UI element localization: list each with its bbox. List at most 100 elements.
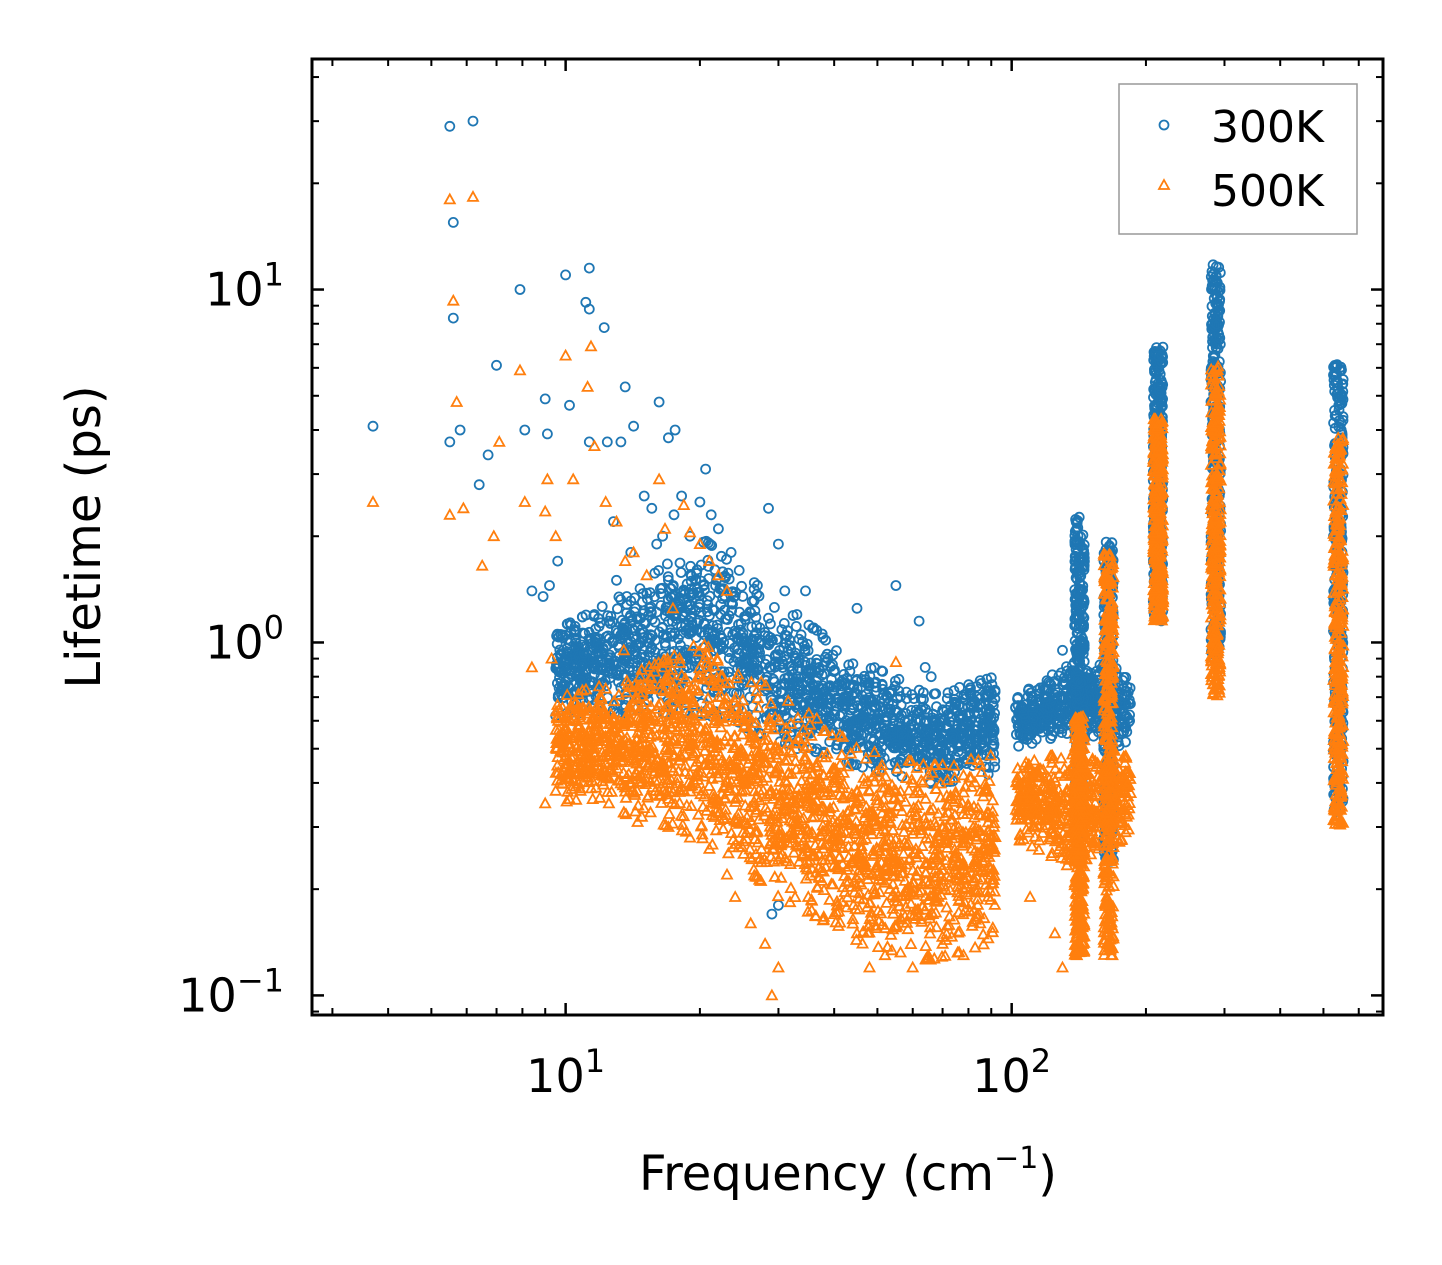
point-300K (734, 606, 745, 618)
point-300K (1023, 683, 1035, 695)
point-300K (681, 578, 693, 590)
point-300K (935, 734, 947, 745)
point-300K (634, 583, 646, 594)
point-300K (698, 617, 710, 629)
point-300K (1076, 551, 1088, 563)
point-500K (716, 822, 730, 834)
point-300K (1078, 621, 1089, 633)
point-300K (1120, 672, 1132, 683)
point-500K (914, 883, 929, 896)
point-300K (898, 732, 909, 743)
point-300K (1018, 709, 1030, 720)
point-300K (625, 595, 637, 607)
point-500K (901, 922, 915, 935)
point-500K (607, 694, 621, 707)
point-300K (784, 640, 796, 651)
point-300K (694, 496, 706, 508)
point-300K (1332, 377, 1344, 389)
point-300K (765, 632, 776, 643)
point-500K (1088, 754, 1102, 767)
point-500K (1032, 833, 1046, 846)
point-300K (709, 605, 720, 616)
point-300K (655, 600, 667, 611)
point-300K (884, 686, 896, 698)
point-300K (558, 662, 570, 674)
point-300K (577, 611, 588, 623)
point-300K (867, 716, 879, 728)
point-300K (910, 715, 921, 726)
point-300K (1049, 683, 1061, 695)
point-300K (628, 420, 639, 432)
point-500K (665, 720, 679, 732)
point-300K (809, 665, 821, 676)
point-300K (1039, 692, 1051, 703)
point-300K (1207, 259, 1219, 271)
point-300K (843, 659, 855, 671)
point-500K (676, 818, 690, 830)
point-300K (649, 616, 661, 628)
point-300K (777, 662, 789, 673)
point-500K (950, 879, 965, 892)
point-300K (725, 547, 737, 558)
point-500K (751, 835, 765, 848)
point-300K (571, 660, 583, 671)
point-300K (972, 702, 984, 713)
point-300K (663, 432, 674, 444)
point-300K (733, 565, 745, 576)
point-300K (829, 709, 841, 721)
point-300K (724, 638, 735, 649)
point-500K (893, 945, 908, 958)
point-300K (736, 580, 747, 592)
point-300K (800, 585, 811, 597)
point-500K (890, 761, 904, 774)
point-300K (765, 692, 777, 704)
point-300K (596, 601, 608, 612)
point-300K (867, 695, 878, 707)
point-300K (574, 675, 586, 687)
point-300K (700, 463, 711, 475)
point-300K (753, 590, 765, 602)
point-300K (765, 664, 777, 675)
point-300K (902, 741, 913, 753)
point-300K (666, 630, 678, 642)
point-300K (1334, 398, 1346, 410)
point-300K (901, 686, 912, 698)
point-300K (707, 626, 719, 637)
point-500K (984, 748, 998, 761)
point-300K (1072, 674, 1083, 685)
point-300K (985, 687, 997, 699)
point-300K (595, 671, 607, 683)
point-300K (1076, 638, 1088, 649)
point-300K (942, 687, 954, 699)
point-300K (825, 693, 836, 704)
point-300K (551, 638, 563, 650)
point-300K (1041, 715, 1053, 727)
point-300K (957, 722, 968, 734)
point-500K (730, 671, 744, 684)
point-300K (635, 627, 646, 639)
point-300K (920, 715, 932, 726)
point-300K (1071, 535, 1083, 547)
point-300K (1332, 392, 1343, 403)
point-300K (1071, 699, 1083, 710)
point-300K (772, 649, 784, 660)
point-300K (851, 759, 862, 771)
point-300K (763, 637, 775, 649)
point-300K (1329, 410, 1341, 422)
point-300K (763, 502, 774, 514)
point-300K (1153, 380, 1165, 392)
point-300K (917, 687, 929, 698)
point-300K (539, 393, 551, 405)
point-300K (559, 655, 571, 667)
point-300K (883, 698, 894, 709)
point-300K (915, 693, 927, 705)
point-300K (820, 634, 831, 646)
point-300K (1153, 350, 1164, 362)
point-300K (693, 587, 705, 599)
point-300K (592, 646, 604, 657)
point-300K (691, 564, 703, 576)
point-300K (903, 714, 914, 726)
point-300K (684, 627, 696, 638)
point-300K (611, 658, 622, 670)
